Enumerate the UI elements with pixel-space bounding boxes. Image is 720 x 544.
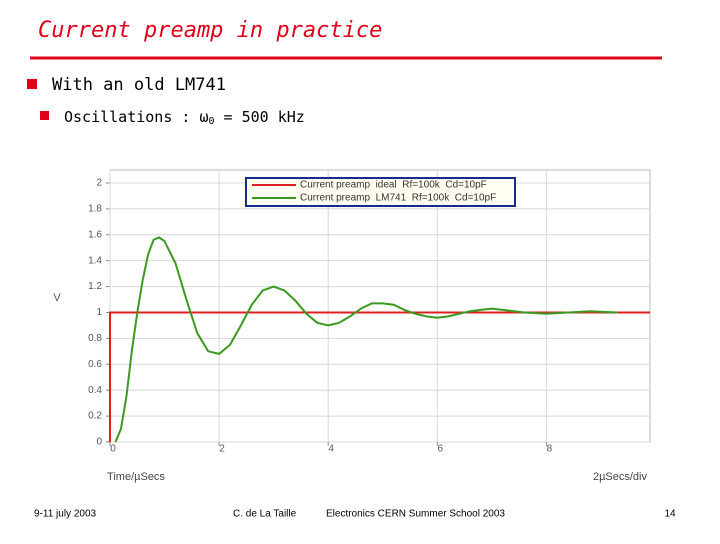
chart: 0 0.2 0.4 0.6 0.8 1 1.2 1.4 1.6 1.8 2 0 2 4 6 8 Current …	[88, 170, 650, 455]
y-tick-label: 1.2	[88, 281, 102, 292]
bullet-text: = 500 kHz	[215, 108, 305, 126]
x-tick-label: 8	[547, 444, 553, 455]
x-tick-label: 4	[328, 444, 334, 455]
bullet-marker	[40, 111, 49, 120]
y-tick-label: 1.4	[88, 255, 102, 266]
series-line	[109, 311, 650, 442]
bullet: Oscillations : ω0 = 500 kHz	[64, 108, 305, 128]
y-tick-label: 0.6	[88, 359, 102, 370]
y-tick-label: 0	[96, 437, 102, 448]
series-line	[114, 236, 618, 443]
y-axis-label: V	[53, 292, 61, 304]
y-tick-label: 1.8	[88, 203, 102, 214]
y-tick-label: 0.2	[88, 411, 102, 422]
subscript: 0	[209, 116, 215, 127]
plot-area	[109, 169, 651, 443]
footer-author: C. de La Taille	[233, 509, 297, 520]
x-tick-label: 6	[437, 444, 443, 455]
bullet-marker	[27, 79, 37, 89]
footer-date: 9-11 july 2003	[34, 509, 97, 520]
legend-label: Current preamp LM741 Rf=100k Cd=10pF	[300, 193, 496, 204]
x-tick-label: 2	[219, 444, 225, 455]
page-number: 14	[664, 509, 676, 520]
legend: Current preamp ideal Rf=100k Cd=10pF Curr…	[245, 177, 516, 207]
x-scale-note: 2µSecs/div	[593, 471, 648, 483]
y-tick-label: 1	[96, 307, 102, 318]
y-tick-label: 0.8	[88, 333, 102, 344]
bullet: With an old LM741	[52, 75, 226, 95]
bullet-text: Oscillations : ω	[64, 108, 209, 126]
x-tick-label: 0	[110, 444, 116, 455]
y-tick-label: 0.4	[88, 385, 102, 396]
slide-title: Current preamp in practice	[38, 18, 382, 43]
y-tick-label: 2	[96, 178, 102, 189]
footer-event: Electronics CERN Summer School 2003	[326, 509, 505, 520]
legend-box	[245, 177, 516, 207]
legend-label: Current preamp ideal Rf=100k Cd=10pF	[300, 180, 487, 191]
y-tick-label: 1.6	[88, 229, 102, 240]
x-axis-label: Time/µSecs	[107, 471, 165, 483]
